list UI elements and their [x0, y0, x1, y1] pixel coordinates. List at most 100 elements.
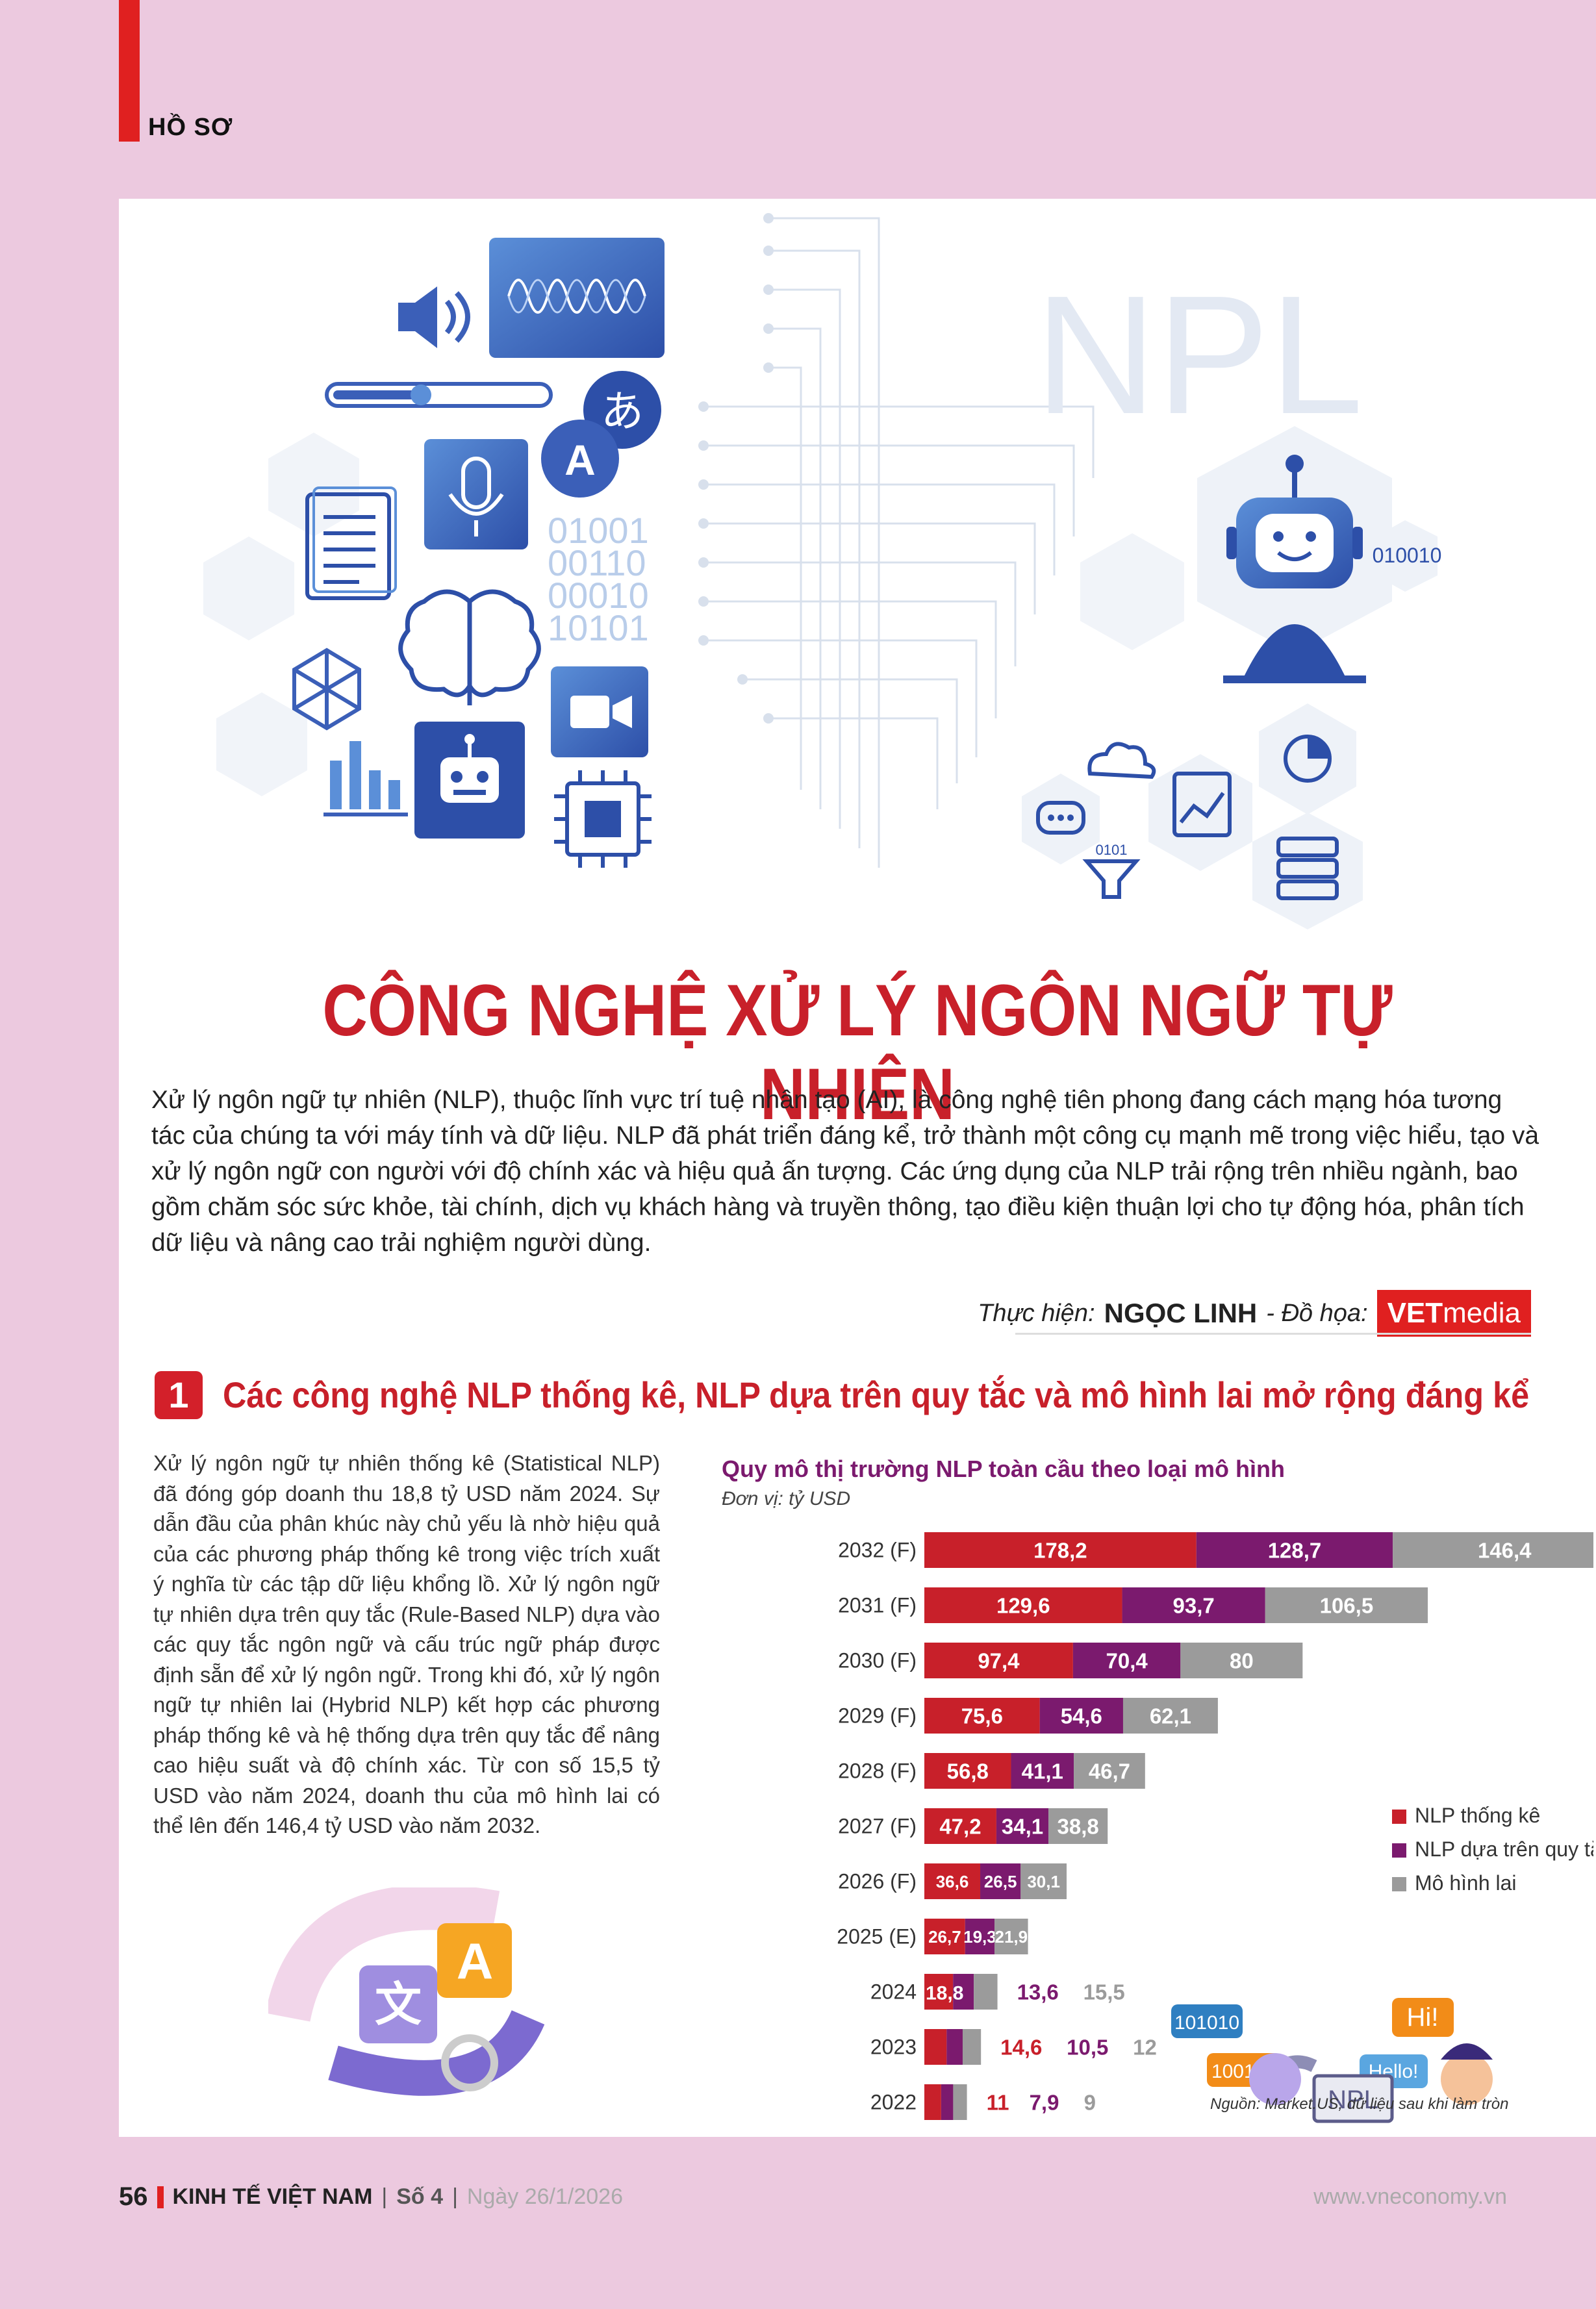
section-number: 1: [155, 1371, 203, 1419]
bar-segment: [924, 2084, 941, 2120]
data-label: 56,8: [947, 1759, 989, 1783]
data-label: 21,9: [995, 1927, 1028, 1947]
section-body: Xử lý ngôn ngữ tự nhiên thống kê (Statis…: [153, 1451, 660, 1837]
legend-label: Mô hình lai: [1415, 1871, 1517, 1895]
data-label: 97,4: [978, 1648, 1020, 1672]
bar-chart-icon: [323, 741, 408, 816]
graphics-label: - Đồ họa:: [1266, 1299, 1368, 1327]
issue-date: Ngày 26/1/2026: [466, 2184, 623, 2209]
page-number: 56: [119, 2182, 148, 2211]
latin-card: [437, 1923, 512, 1998]
binary-text: 01001 00110 00010 10101: [548, 510, 649, 648]
svg-text:01001: 01001: [548, 510, 649, 551]
bar-segment: [953, 2084, 967, 2120]
data-label: 7,9: [1030, 2091, 1059, 2115]
article-title: CÔNG NGHỆ XỬ LÝ NGÔN NGỮ TỰ NHIÊN: [322, 970, 1393, 1135]
data-label: 26,5: [984, 1872, 1017, 1891]
data-label: 15,5: [1083, 1980, 1125, 2004]
category-label: 2024: [870, 1980, 917, 2004]
chat-illustration: 101010 100101 Hi! Hello! NPL: [1171, 1998, 1493, 2123]
hero-illustration: NPL あ A: [203, 213, 1441, 929]
data-label: 18,8: [926, 1983, 963, 2004]
bar-segment: [1039, 1698, 1123, 1734]
legend-label: NLP thống kê: [1415, 1804, 1540, 1827]
slider-icon: [325, 382, 553, 408]
hero-npl-text: NPL: [1035, 261, 1363, 449]
footer-separator: |: [381, 2184, 388, 2209]
stacked-bar-chart: 2032 (F) 178,2 128,7 146,4 2031 (F) 129,6 93,7…: [837, 1532, 1593, 2123]
data-label: 47,2: [939, 1814, 981, 1838]
laptop-npl-text: NPL: [1328, 2086, 1378, 2114]
funnel-icon: 0101: [1082, 842, 1141, 899]
japanese-glyph: あ: [601, 387, 644, 435]
bar-segment: [1020, 1863, 1067, 1899]
legend-swatch: [1392, 1877, 1406, 1891]
bar-segment: [924, 1753, 1011, 1789]
translate-illustration: 文 A: [268, 1887, 545, 2096]
bar-segment: [1180, 1643, 1303, 1678]
section-title: Các công nghệ NLP thống kê, NLP dựa trên…: [223, 1374, 1530, 1415]
category-label: 2032 (F): [838, 1539, 917, 1562]
footer-red-pipe: [157, 2186, 164, 2208]
data-label: 41,1: [1022, 1759, 1063, 1783]
chart-unit: Đơn vị: tỷ USD: [722, 1488, 851, 1509]
video-icon: [551, 666, 648, 757]
latin-glyph: A: [564, 436, 596, 484]
category-label: 2027 (F): [838, 1815, 917, 1838]
data-label: 106,5: [1320, 1593, 1374, 1617]
chinese-glyph: 文: [375, 1979, 422, 2031]
document-icon: [305, 486, 397, 600]
category-label: 2023: [870, 2036, 917, 2059]
chart-title: Quy mô thị trường NLP toàn cầu theo loại…: [722, 1456, 1286, 1482]
microphone-icon: [424, 439, 528, 549]
bar-segment: [924, 1587, 1122, 1623]
bar-segment: [924, 2029, 947, 2065]
chatbot-icon: [414, 722, 525, 839]
latin-a-glyph: A: [457, 1932, 493, 1989]
chart-source: Nguồn: Market.US, dữ liệu sau khi làm tr…: [1210, 2095, 1509, 2113]
bubble-101010: 101010: [1174, 2012, 1239, 2034]
bar-segment: [946, 2029, 963, 2065]
category-label: 2028 (F): [838, 1760, 917, 1783]
bar-segment: [1122, 1698, 1218, 1734]
bar-segment: [924, 1808, 996, 1844]
network-icon: [292, 648, 361, 731]
bar-segment: [953, 1974, 974, 2010]
bar-segment: [1265, 1587, 1428, 1623]
svg-text:00110: 00110: [548, 542, 646, 583]
bar-segment: [924, 1974, 954, 2010]
bar-segment: [941, 2084, 954, 2120]
credits: Thực hiện: NGỌC LINH - Đồ họa: VET media: [978, 1290, 1531, 1337]
bar-segment: [924, 1532, 1197, 1568]
svg-text:0101: 0101: [1096, 842, 1128, 858]
translate-icon: あ A: [541, 371, 661, 498]
magazine-name: KINH TẾ VIỆT NAM: [172, 2184, 373, 2209]
chat-bubble-icon: [1022, 774, 1100, 864]
legend-swatch: [1392, 1843, 1406, 1858]
bar-segment: [1011, 1753, 1074, 1789]
website: www.vneconomy.vn: [1313, 2184, 1507, 2209]
credit-name: NGỌC LINH: [1104, 1298, 1258, 1328]
data-label: 178,2: [1033, 1538, 1087, 1562]
data-label: 26,7: [928, 1927, 961, 1947]
svg-text:00010: 00010: [548, 575, 649, 616]
data-label: 13,6: [1017, 1980, 1059, 2004]
data-label: 80: [1230, 1648, 1254, 1672]
robot-assistant-icon: [1197, 426, 1392, 683]
gear-icon: [441, 2034, 498, 2091]
bar-segment: [1074, 1753, 1145, 1789]
data-label: 38,8: [1058, 1814, 1099, 1838]
data-label: 19,3: [963, 1927, 996, 1947]
analytics-window-icon: [1148, 754, 1252, 871]
category-label: 2030 (F): [838, 1649, 917, 1672]
article-intro: Xử lý ngôn ngữ tự nhiên (NLP), thuộc lĩn…: [151, 1086, 1539, 1257]
legend-label: NLP dựa trên quy tắc: [1415, 1837, 1593, 1861]
footer-separator-2: |: [452, 2184, 458, 2209]
bar-segment: [1196, 1532, 1393, 1568]
robot-binary-tag: 010010: [1373, 520, 1441, 592]
cloud-icon: [1087, 742, 1156, 779]
issue-number: Số 4: [396, 2184, 444, 2209]
legend-swatch: [1392, 1810, 1406, 1824]
footer: 56 KINH TẾ VIỆT NAM | Số 4 | Ngày 26/1/2…: [119, 2182, 623, 2212]
data-label: 70,4: [1106, 1648, 1148, 1672]
